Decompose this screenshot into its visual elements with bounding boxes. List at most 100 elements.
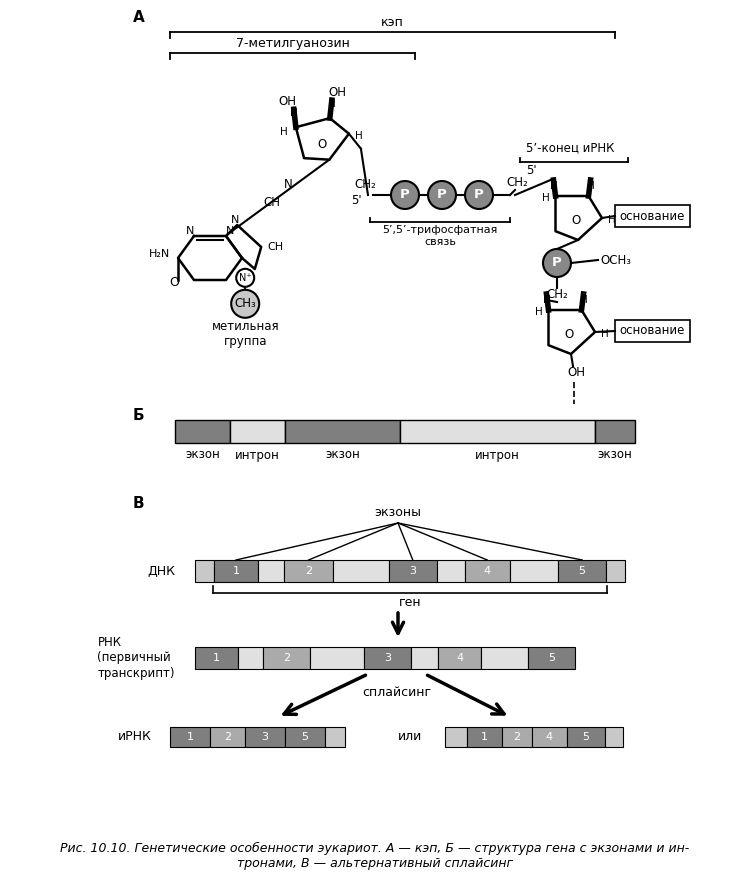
- Text: CH₂: CH₂: [354, 179, 376, 192]
- Bar: [238, 647, 264, 669]
- Bar: [615, 205, 690, 227]
- Bar: [175, 420, 230, 443]
- Bar: [258, 560, 285, 582]
- Text: 3: 3: [261, 732, 269, 742]
- Bar: [528, 647, 575, 669]
- Text: или: или: [398, 730, 422, 743]
- Text: 1: 1: [186, 732, 194, 742]
- Text: 2: 2: [224, 732, 231, 742]
- Bar: [510, 560, 558, 582]
- Text: 1: 1: [481, 732, 488, 742]
- Text: 5': 5': [351, 194, 361, 207]
- Text: 2: 2: [305, 566, 312, 576]
- Bar: [438, 647, 481, 669]
- Bar: [595, 420, 635, 443]
- Bar: [437, 560, 465, 582]
- Text: ген: ген: [399, 597, 421, 609]
- Circle shape: [428, 181, 456, 209]
- Circle shape: [231, 290, 259, 318]
- Bar: [285, 727, 325, 747]
- Text: P: P: [437, 188, 447, 202]
- Bar: [264, 647, 310, 669]
- Circle shape: [391, 181, 419, 209]
- Text: H: H: [587, 181, 594, 191]
- Text: CH₂: CH₂: [506, 177, 528, 189]
- Text: 5’-конец иРНК: 5’-конец иРНК: [526, 141, 614, 155]
- Text: H: H: [541, 193, 550, 203]
- Bar: [170, 727, 210, 747]
- Bar: [285, 560, 333, 582]
- Text: H: H: [290, 108, 297, 118]
- Text: H: H: [280, 127, 288, 137]
- Bar: [388, 560, 437, 582]
- Text: 4: 4: [546, 732, 553, 742]
- Text: РНК
(первичный
транскрипт): РНК (первичный транскрипт): [98, 636, 175, 680]
- Text: H: H: [535, 307, 542, 317]
- Bar: [333, 560, 388, 582]
- Text: 5': 5': [526, 164, 536, 177]
- Bar: [325, 727, 345, 747]
- Text: O: O: [564, 327, 574, 340]
- Text: H: H: [608, 215, 616, 225]
- Text: P: P: [400, 188, 410, 202]
- Text: 4: 4: [484, 566, 491, 576]
- Text: экзон: экзон: [598, 448, 632, 461]
- Bar: [245, 727, 285, 747]
- Text: Б: Б: [133, 408, 145, 423]
- Bar: [532, 727, 567, 747]
- Text: иРНК: иРНК: [118, 730, 152, 743]
- Text: экзон: экзон: [325, 448, 360, 461]
- Text: тронами, В — альтернативный сплайсинг: тронами, В — альтернативный сплайсинг: [237, 857, 513, 870]
- Text: H: H: [580, 295, 587, 305]
- Text: OH: OH: [329, 86, 347, 99]
- Bar: [481, 647, 528, 669]
- Text: CH₃: CH₃: [234, 297, 256, 310]
- Text: CH₂: CH₂: [546, 288, 568, 301]
- Bar: [567, 727, 605, 747]
- Text: экзоны: экзоны: [375, 507, 421, 520]
- Bar: [364, 647, 411, 669]
- Text: O: O: [169, 276, 179, 288]
- Text: P: P: [474, 188, 484, 202]
- Text: экзон: экзон: [185, 448, 220, 461]
- Text: Рис. 10.10. Генетические особенности эукариот. А — кэп, Б — структура гена с экз: Рис. 10.10. Генетические особенности эук…: [60, 842, 689, 855]
- Bar: [285, 420, 400, 443]
- Bar: [310, 647, 364, 669]
- Text: H: H: [601, 329, 609, 339]
- Bar: [230, 420, 285, 443]
- Text: N: N: [226, 226, 234, 236]
- Text: основание: основание: [620, 210, 685, 223]
- Text: интрон: интрон: [235, 448, 280, 461]
- Text: CH: CH: [264, 195, 281, 209]
- Bar: [467, 727, 502, 747]
- Text: сплайсинг: сплайсинг: [363, 685, 432, 698]
- Text: 3: 3: [385, 653, 391, 663]
- Text: кэп: кэп: [381, 17, 404, 29]
- Bar: [558, 560, 606, 582]
- Bar: [445, 727, 467, 747]
- Text: 1: 1: [233, 566, 240, 576]
- Text: H₂N: H₂N: [149, 249, 170, 259]
- Text: 5: 5: [301, 732, 309, 742]
- Text: O: O: [572, 214, 581, 226]
- Bar: [195, 560, 213, 582]
- Text: H: H: [355, 131, 363, 141]
- Text: OH: OH: [567, 365, 585, 378]
- Circle shape: [465, 181, 493, 209]
- Text: CH: CH: [267, 242, 283, 252]
- Text: 2: 2: [283, 653, 291, 663]
- Bar: [605, 727, 623, 747]
- Circle shape: [543, 249, 571, 277]
- Text: OCH₃: OCH₃: [600, 254, 631, 266]
- Bar: [411, 647, 438, 669]
- Bar: [210, 727, 245, 747]
- Text: 3: 3: [409, 566, 416, 576]
- Bar: [465, 560, 510, 582]
- Text: 2: 2: [514, 732, 520, 742]
- Circle shape: [237, 269, 254, 286]
- Text: интрон: интрон: [475, 448, 520, 461]
- Text: N: N: [284, 179, 292, 192]
- Bar: [400, 420, 595, 443]
- Text: H: H: [328, 99, 336, 109]
- Text: OH: OH: [279, 95, 297, 108]
